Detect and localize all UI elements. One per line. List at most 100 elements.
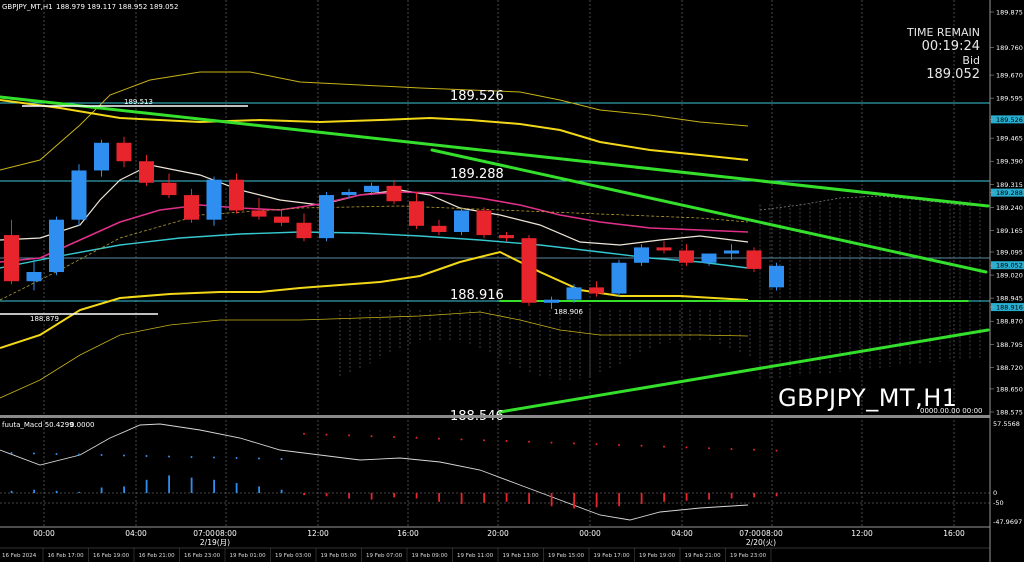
- macd-dot: [123, 454, 125, 457]
- vertical-grid: [43, 0, 955, 527]
- macd-bar: [123, 486, 125, 493]
- macd-dot: [100, 454, 103, 456]
- candle-body: [139, 161, 154, 183]
- macd-dot: [573, 442, 575, 445]
- cloud-edge: [759, 195, 986, 211]
- macd-dot: [505, 440, 508, 442]
- time-axis-lower-label: 19 Feb 05:00: [321, 553, 358, 559]
- candle-body: [4, 235, 19, 282]
- macd-bar: [303, 493, 305, 496]
- macd-dot: [460, 438, 463, 441]
- macd-dot: [483, 439, 485, 442]
- macd-bar: [640, 493, 643, 504]
- price-axis-label: 189.465: [996, 135, 1023, 143]
- candle-body: [94, 142, 109, 171]
- macd-dot: [190, 456, 193, 458]
- candle-body: [386, 185, 402, 202]
- time-axis-date: 2/19(月): [200, 538, 230, 547]
- price-axis-label: 189.875: [996, 9, 1023, 17]
- macd-axis-3: -50: [993, 499, 1004, 507]
- candle-body: [274, 216, 289, 223]
- trend-upper: [0, 95, 990, 208]
- macd-bar: [550, 493, 553, 507]
- macd-dot: [370, 435, 373, 438]
- time-remain-label: TIME REMAIN: [907, 26, 980, 39]
- time-axis-label: 16:00: [397, 529, 419, 538]
- time-axis-lower-label: 19 Feb 15:00: [548, 553, 585, 559]
- macd-dot: [258, 457, 260, 460]
- high-mark-label: 189.513: [124, 98, 153, 106]
- candles: [4, 136, 784, 309]
- macd-bar: [145, 479, 148, 493]
- macd-bar: [168, 475, 170, 493]
- candle-body: [634, 247, 649, 263]
- window-title: GBPJPY_MT,H1: [2, 3, 53, 11]
- macd-dot: [55, 453, 58, 455]
- candle-body: [116, 142, 132, 162]
- macd-dot: [393, 436, 395, 438]
- candle-body: [296, 222, 312, 239]
- upper-outer-band: [0, 71, 749, 171]
- macd-dot: [438, 437, 440, 440]
- time-axis-label: 08:00: [761, 529, 783, 538]
- lower-band: [0, 250, 749, 349]
- macd-bar: [280, 489, 283, 493]
- time-axis-label: 08:00: [215, 529, 237, 538]
- candle-body: [679, 250, 694, 263]
- candle-body: [499, 235, 514, 239]
- price-axis-highlight: [991, 303, 1024, 312]
- time-axis-lower-label: 19 Feb 03:00: [275, 553, 312, 559]
- candle-body: [229, 179, 244, 211]
- upper-band: [0, 99, 749, 161]
- macd-bar: [325, 493, 328, 497]
- price-axis: 189.875 189.760 189.670 189.595 189.526 189.4…: [989, 0, 1024, 562]
- time-axis-label: 20:00: [487, 529, 509, 538]
- price-axis-highlight: [991, 115, 1024, 124]
- macd-dot: [325, 433, 328, 436]
- price-axis-label: 189.240: [996, 204, 1023, 212]
- candle-body: [656, 247, 672, 251]
- candle-body: [431, 225, 447, 232]
- macd-dot: [618, 444, 620, 446]
- time-axis-label: 12:00: [307, 529, 329, 538]
- macd-dot: [213, 456, 215, 459]
- candle-body: [319, 195, 334, 239]
- macd-bar: [370, 493, 373, 500]
- time-axis-lower-label: 16 Feb 21:00: [139, 553, 176, 559]
- candle-body: [566, 287, 582, 300]
- price-axis-label: 188.916: [996, 304, 1023, 312]
- price-axis-label: 188.575: [996, 409, 1023, 417]
- time-axis-label: 04:00: [671, 529, 693, 538]
- low-tag-label: 188.906: [554, 308, 583, 316]
- bid-label: Bid: [962, 54, 980, 67]
- macd-bar: [573, 493, 575, 509]
- macd-bar: [415, 493, 418, 499]
- macd-dot: [168, 455, 170, 458]
- macd-signal-line: [0, 423, 749, 521]
- panel-separator[interactable]: [0, 415, 990, 418]
- time-axis-lower-label: 19 Feb 01:00: [230, 553, 267, 559]
- macd-dot: [550, 441, 553, 444]
- macd-axis-4: -47.9697: [993, 518, 1022, 526]
- price-axis-highlight: [991, 188, 1024, 197]
- macd-dot: [685, 446, 688, 449]
- time-axis-lower-label: 19 Feb 07:00: [366, 553, 403, 559]
- macd-bar: [393, 493, 395, 498]
- candle-body: [611, 262, 627, 294]
- candle-body: [521, 238, 537, 303]
- macd-bar: [235, 483, 238, 493]
- macd-dot: [640, 444, 643, 447]
- candle-body: [206, 179, 222, 220]
- price-axis-label: 189.760: [996, 44, 1023, 52]
- macd-dot: [78, 453, 80, 456]
- macd-bar: [78, 491, 80, 493]
- macd-bar: [348, 493, 350, 499]
- low-mark-label: 188.879: [30, 315, 59, 323]
- macd-dot: [595, 443, 598, 446]
- price-axis-label: 189.288: [996, 189, 1023, 197]
- macd-bar: [438, 493, 440, 502]
- macd-bar: [730, 493, 733, 499]
- time-axis-label: 00:00: [579, 529, 601, 538]
- time-remain-panel: TIME REMAIN 00:19:24 Bid 189.052: [907, 26, 980, 82]
